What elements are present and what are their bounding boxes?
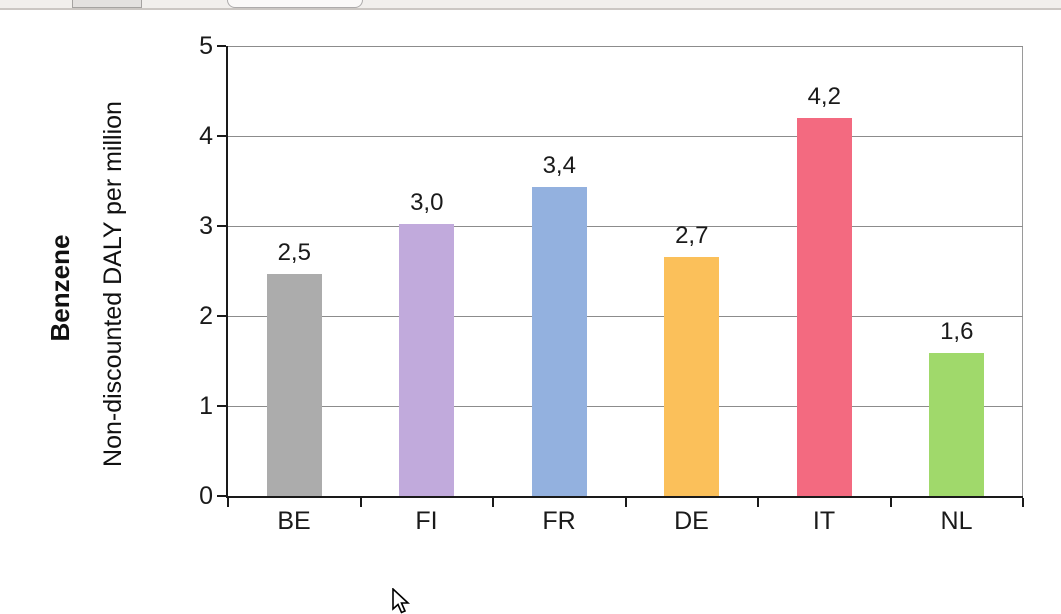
- bar-value-label-IT: 4,2: [807, 83, 841, 110]
- y-tick-mark: [217, 135, 226, 137]
- bar-value-label-NL: 1,6: [940, 317, 974, 345]
- y-tick-label: 3: [199, 212, 213, 240]
- x-tick-mark: [492, 498, 494, 507]
- bar-value-label-DE: 2,7: [675, 221, 709, 249]
- y-tick-mark: [217, 45, 226, 47]
- x-tick-label-FI: FI: [415, 507, 438, 535]
- x-tick-label-NL: NL: [940, 507, 973, 535]
- x-tick-label-IT: IT: [812, 507, 836, 535]
- bar-BE: [266, 273, 322, 496]
- bar-value-label-FR: 3,4: [542, 152, 576, 180]
- y-axis-title: Non-discounted DALY per million: [99, 101, 127, 467]
- bar-IT: [796, 118, 852, 496]
- y-tick-label: 2: [199, 302, 213, 330]
- bar-NL: [929, 352, 985, 496]
- chart-title: Benzene: [45, 234, 75, 342]
- x-tick-mark: [624, 498, 627, 507]
- x-tick-label-FR: FR: [542, 507, 576, 535]
- y-tick-label: 5: [199, 32, 213, 60]
- x-tick-label-DE: DE: [674, 507, 709, 535]
- bar-chart: Benzene Non-discounted DALY per million …: [0, 11, 1061, 613]
- y-tick-label: 1: [199, 392, 213, 420]
- y-tick-mark: [217, 495, 226, 497]
- gridline-y1: [228, 406, 1023, 407]
- y-tick-label: 4: [199, 122, 213, 150]
- y-tick-mark: [217, 405, 226, 407]
- x-tick-mark: [227, 498, 229, 507]
- gridline-y4: [228, 136, 1023, 137]
- y-tick-label: 0: [199, 482, 213, 510]
- y-axis-line: [226, 46, 228, 498]
- bar-DE: [664, 256, 720, 496]
- x-tick-label-BE: BE: [277, 507, 311, 535]
- toolbar-button-partial[interactable]: [72, 0, 142, 8]
- bar-FI: [399, 224, 455, 496]
- y-tick-mark: [217, 315, 226, 317]
- plot-area: [217, 45, 1024, 507]
- y-tick-mark: [217, 225, 226, 227]
- gridline-y5: [228, 46, 1023, 47]
- gridline-y3: [228, 226, 1023, 227]
- x-tick-mark: [757, 498, 759, 507]
- mouse-cursor-icon: [392, 588, 411, 614]
- address-bar-partial[interactable]: [227, 0, 363, 8]
- browser-toolbar-strip: [0, 0, 1061, 10]
- x-axis-line: [226, 496, 1023, 498]
- bar-value-label-FI: 3,0: [410, 189, 444, 217]
- x-tick-mark: [889, 498, 892, 507]
- plot-frame-right: [1022, 46, 1023, 496]
- x-tick-mark: [1022, 498, 1024, 507]
- bar-value-label-BE: 2,5: [277, 238, 311, 266]
- gridline-y2: [228, 316, 1023, 317]
- bar-FR: [531, 187, 587, 496]
- x-tick-mark: [359, 498, 362, 507]
